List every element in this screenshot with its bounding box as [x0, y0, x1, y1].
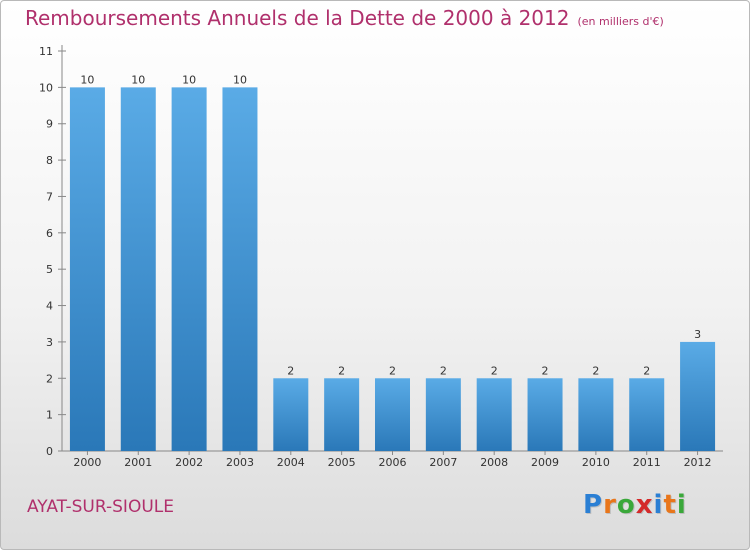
bar [222, 87, 258, 451]
x-tick-label: 2004 [277, 456, 305, 469]
data-label: 10 [182, 73, 196, 86]
data-label: 2 [440, 364, 447, 377]
x-tick-label: 2002 [175, 456, 203, 469]
data-label: 2 [491, 364, 498, 377]
bar [120, 87, 156, 451]
y-tick-label: 5 [46, 263, 53, 276]
data-label: 2 [643, 364, 650, 377]
bar [273, 378, 309, 451]
bar [324, 378, 360, 451]
data-label: 10 [131, 73, 145, 86]
data-label: 2 [592, 364, 599, 377]
y-tick-label: 9 [46, 118, 53, 131]
y-tick-label: 1 [46, 409, 53, 422]
bar [680, 341, 716, 451]
bar [527, 378, 563, 451]
x-tick-label: 2012 [684, 456, 712, 469]
data-label: 10 [80, 73, 94, 86]
chart-title-text: Remboursements Annuels de la Dette de 20… [25, 6, 570, 30]
data-label: 2 [287, 364, 294, 377]
x-tick-label: 2000 [73, 456, 101, 469]
bar [476, 378, 512, 451]
data-label: 2 [389, 364, 396, 377]
bar [171, 87, 207, 451]
bar [69, 87, 105, 451]
proxiti-logo: Proxiti [583, 490, 687, 520]
bar [629, 378, 665, 451]
logo-letter: i [653, 490, 664, 520]
data-label: 2 [338, 364, 345, 377]
x-tick-label: 2009 [531, 456, 559, 469]
logo-letter: t [663, 490, 677, 520]
y-tick-label: 11 [39, 45, 53, 58]
y-tick-label: 0 [46, 445, 53, 458]
x-tick-label: 2007 [429, 456, 457, 469]
logo-letter: r [603, 490, 617, 520]
y-tick-label: 3 [46, 336, 53, 349]
x-tick-label: 2011 [633, 456, 661, 469]
bar [425, 378, 461, 451]
chart-title: Remboursements Annuels de la Dette de 20… [25, 6, 664, 30]
commune-name: AYAT-SUR-SIOULE [27, 497, 174, 517]
y-tick-label: 7 [46, 190, 53, 203]
logo-letter: o [616, 490, 636, 520]
x-tick-label: 2001 [124, 456, 152, 469]
chart-unit: (en milliers d'€) [577, 15, 664, 28]
y-tick-label: 2 [46, 372, 53, 385]
logo-letter: i [676, 490, 687, 520]
logo-letter: P [583, 490, 604, 520]
data-label: 10 [233, 73, 247, 86]
x-tick-label: 2003 [226, 456, 254, 469]
y-tick-label: 4 [46, 300, 53, 313]
x-tick-label: 2010 [582, 456, 610, 469]
y-tick-label: 6 [46, 227, 53, 240]
data-label: 2 [542, 364, 549, 377]
data-label: 3 [694, 328, 701, 341]
y-tick-label: 10 [39, 81, 53, 94]
bar [375, 378, 410, 451]
logo-letter: x [635, 490, 654, 520]
bar [578, 378, 614, 451]
y-tick-label: 8 [46, 154, 53, 167]
x-tick-label: 2006 [379, 456, 407, 469]
x-tick-label: 2008 [480, 456, 508, 469]
x-tick-label: 2005 [328, 456, 356, 469]
